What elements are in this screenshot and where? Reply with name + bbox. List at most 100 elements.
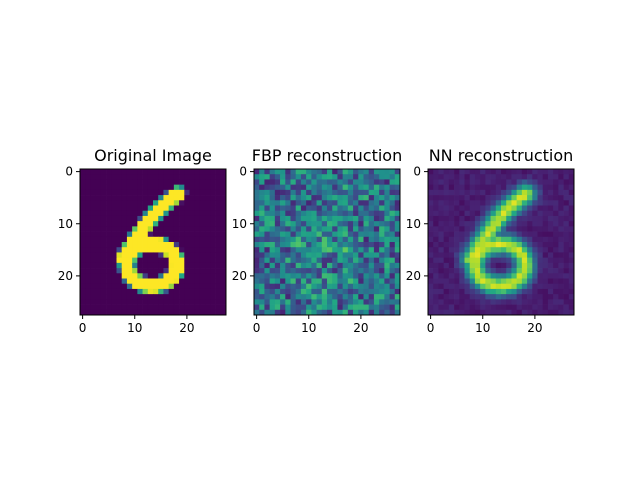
fbp-reconstruction-pixel (269, 268, 276, 274)
nn-reconstruction-pixel (516, 195, 523, 201)
fbp-reconstruction-pixel (384, 236, 390, 243)
original-image-pixel (85, 247, 91, 253)
original-image-pixel (184, 294, 190, 300)
fbp-reconstruction-pixel (300, 247, 307, 253)
fbp-reconstruction-pixel (290, 174, 297, 180)
original-image-pixel (126, 278, 133, 285)
original-image-pixel (210, 169, 216, 175)
original-image-pixel (95, 262, 102, 269)
nn-reconstruction-pixel (474, 294, 481, 300)
nn-reconstruction-pixel (474, 262, 481, 269)
fbp-reconstruction-pixel (353, 221, 359, 227)
original-image-pixel (106, 257, 112, 264)
fbp-reconstruction-pixel (280, 299, 286, 305)
original-image-pixel (153, 215, 159, 222)
original-image-pixel (95, 200, 102, 206)
nn-reconstruction-pixel (464, 242, 471, 248)
original-image-pixel (179, 195, 185, 201)
original-image-pixel (168, 200, 175, 206)
fbp-reconstruction-pixel (347, 189, 354, 196)
fbp-reconstruction-pixel (316, 200, 323, 206)
nn-reconstruction-pixel (474, 195, 481, 201)
original-image-pixel (85, 294, 91, 300)
nn-reconstruction-pixel (532, 195, 538, 201)
fbp-reconstruction-pixel (342, 309, 349, 316)
nn-reconstruction-pixel (511, 252, 517, 258)
fbp-reconstruction-pixel (290, 278, 297, 285)
nn-reconstruction-pixel (464, 283, 471, 290)
original-image-pixel (85, 242, 91, 248)
nn-reconstruction-pixel (495, 247, 502, 253)
original-image-pixel (184, 215, 190, 222)
nn-reconstruction-pixel (553, 257, 559, 264)
original-image-pixel (116, 242, 123, 248)
original-image-pixel (132, 221, 138, 227)
original-image-pixel (80, 257, 86, 264)
fbp-reconstruction-pixel (347, 288, 354, 295)
fbp-reconstruction-pixel (342, 184, 349, 191)
fbp-reconstruction-pixel (384, 283, 390, 290)
nn-reconstruction-pixel (454, 299, 460, 305)
original-image-pixel (184, 200, 190, 206)
nn-reconstruction-pixel (547, 252, 554, 258)
nn-reconstruction-pixel (495, 294, 502, 300)
fbp-reconstruction-pixel (280, 252, 286, 258)
fbp-reconstruction-pixel (342, 304, 349, 311)
nn-reconstruction-pixel (443, 226, 450, 232)
fbp-reconstruction-pixel (358, 236, 364, 243)
nn-reconstruction-pixel (454, 252, 460, 258)
fbp-reconstruction-pixel (389, 205, 396, 212)
nn-reconstruction-pixel (490, 205, 497, 212)
nn-reconstruction-pixel (433, 304, 439, 311)
original-image-pixel (199, 215, 206, 222)
original-image-pixel (121, 299, 128, 305)
nn-reconstruction-pixel (428, 236, 434, 243)
original-image-pixel (137, 231, 143, 238)
original-image-pixel (90, 242, 96, 248)
nn-reconstruction-pixel (532, 288, 538, 295)
nn-reconstruction-pixel (542, 299, 549, 305)
fbp-reconstruction-pixel (285, 268, 291, 274)
nn-reconstruction-pixel (433, 169, 439, 175)
original-image-pixel (189, 242, 196, 248)
nn-reconstruction-pixel (495, 299, 502, 305)
original-image-pixel (106, 195, 112, 201)
original-image-pixel (95, 252, 102, 258)
nn-reconstruction-pixel (428, 221, 434, 227)
nn-reconstruction-pixel (474, 179, 481, 185)
nn-reconstruction-pixel (563, 278, 570, 285)
original-image-pixel (194, 210, 201, 217)
original-image-pixel (163, 236, 169, 243)
fbp-reconstruction-pixel (254, 309, 260, 316)
fbp-reconstruction-pixel (285, 195, 291, 201)
fbp-reconstruction-pixel (337, 273, 343, 279)
fbp-reconstruction-pixel (363, 294, 370, 300)
original-image-pixel (210, 268, 216, 274)
nn-reconstruction-pixel (527, 283, 533, 290)
fbp-reconstruction-pixel (280, 184, 286, 191)
original-image-pixel (199, 226, 206, 232)
nn-reconstruction-pixel (501, 226, 507, 232)
nn-reconstruction-pixel (469, 283, 476, 290)
fbp-reconstruction-pixel (337, 294, 343, 300)
fbp-reconstruction-pixel (306, 195, 312, 201)
original-image-pixel (199, 231, 206, 238)
fbp-reconstruction-pixel (368, 184, 375, 191)
fbp-reconstruction-pixel (274, 184, 281, 191)
original-image-pixel (95, 242, 102, 248)
nn-reconstruction-pixel (428, 304, 434, 311)
original-image-pixel (85, 210, 91, 217)
nn-reconstruction-pixel (547, 169, 554, 175)
original-image-pixel (137, 268, 143, 274)
original-image-pixel (189, 257, 196, 264)
fbp-reconstruction-pixel (264, 288, 270, 295)
original-image-pixel (100, 257, 107, 264)
fbp-reconstruction-pixel (311, 299, 317, 305)
nn-reconstruction-pixel (527, 205, 533, 212)
fbp-reconstruction-pixel (389, 184, 396, 191)
original-image-frame (79, 168, 227, 316)
nn-reconstruction-pixel (474, 299, 481, 305)
original-image-pixel (116, 247, 123, 253)
nn-reconstruction-pixel (474, 247, 481, 253)
original-image-pixel (194, 205, 201, 212)
